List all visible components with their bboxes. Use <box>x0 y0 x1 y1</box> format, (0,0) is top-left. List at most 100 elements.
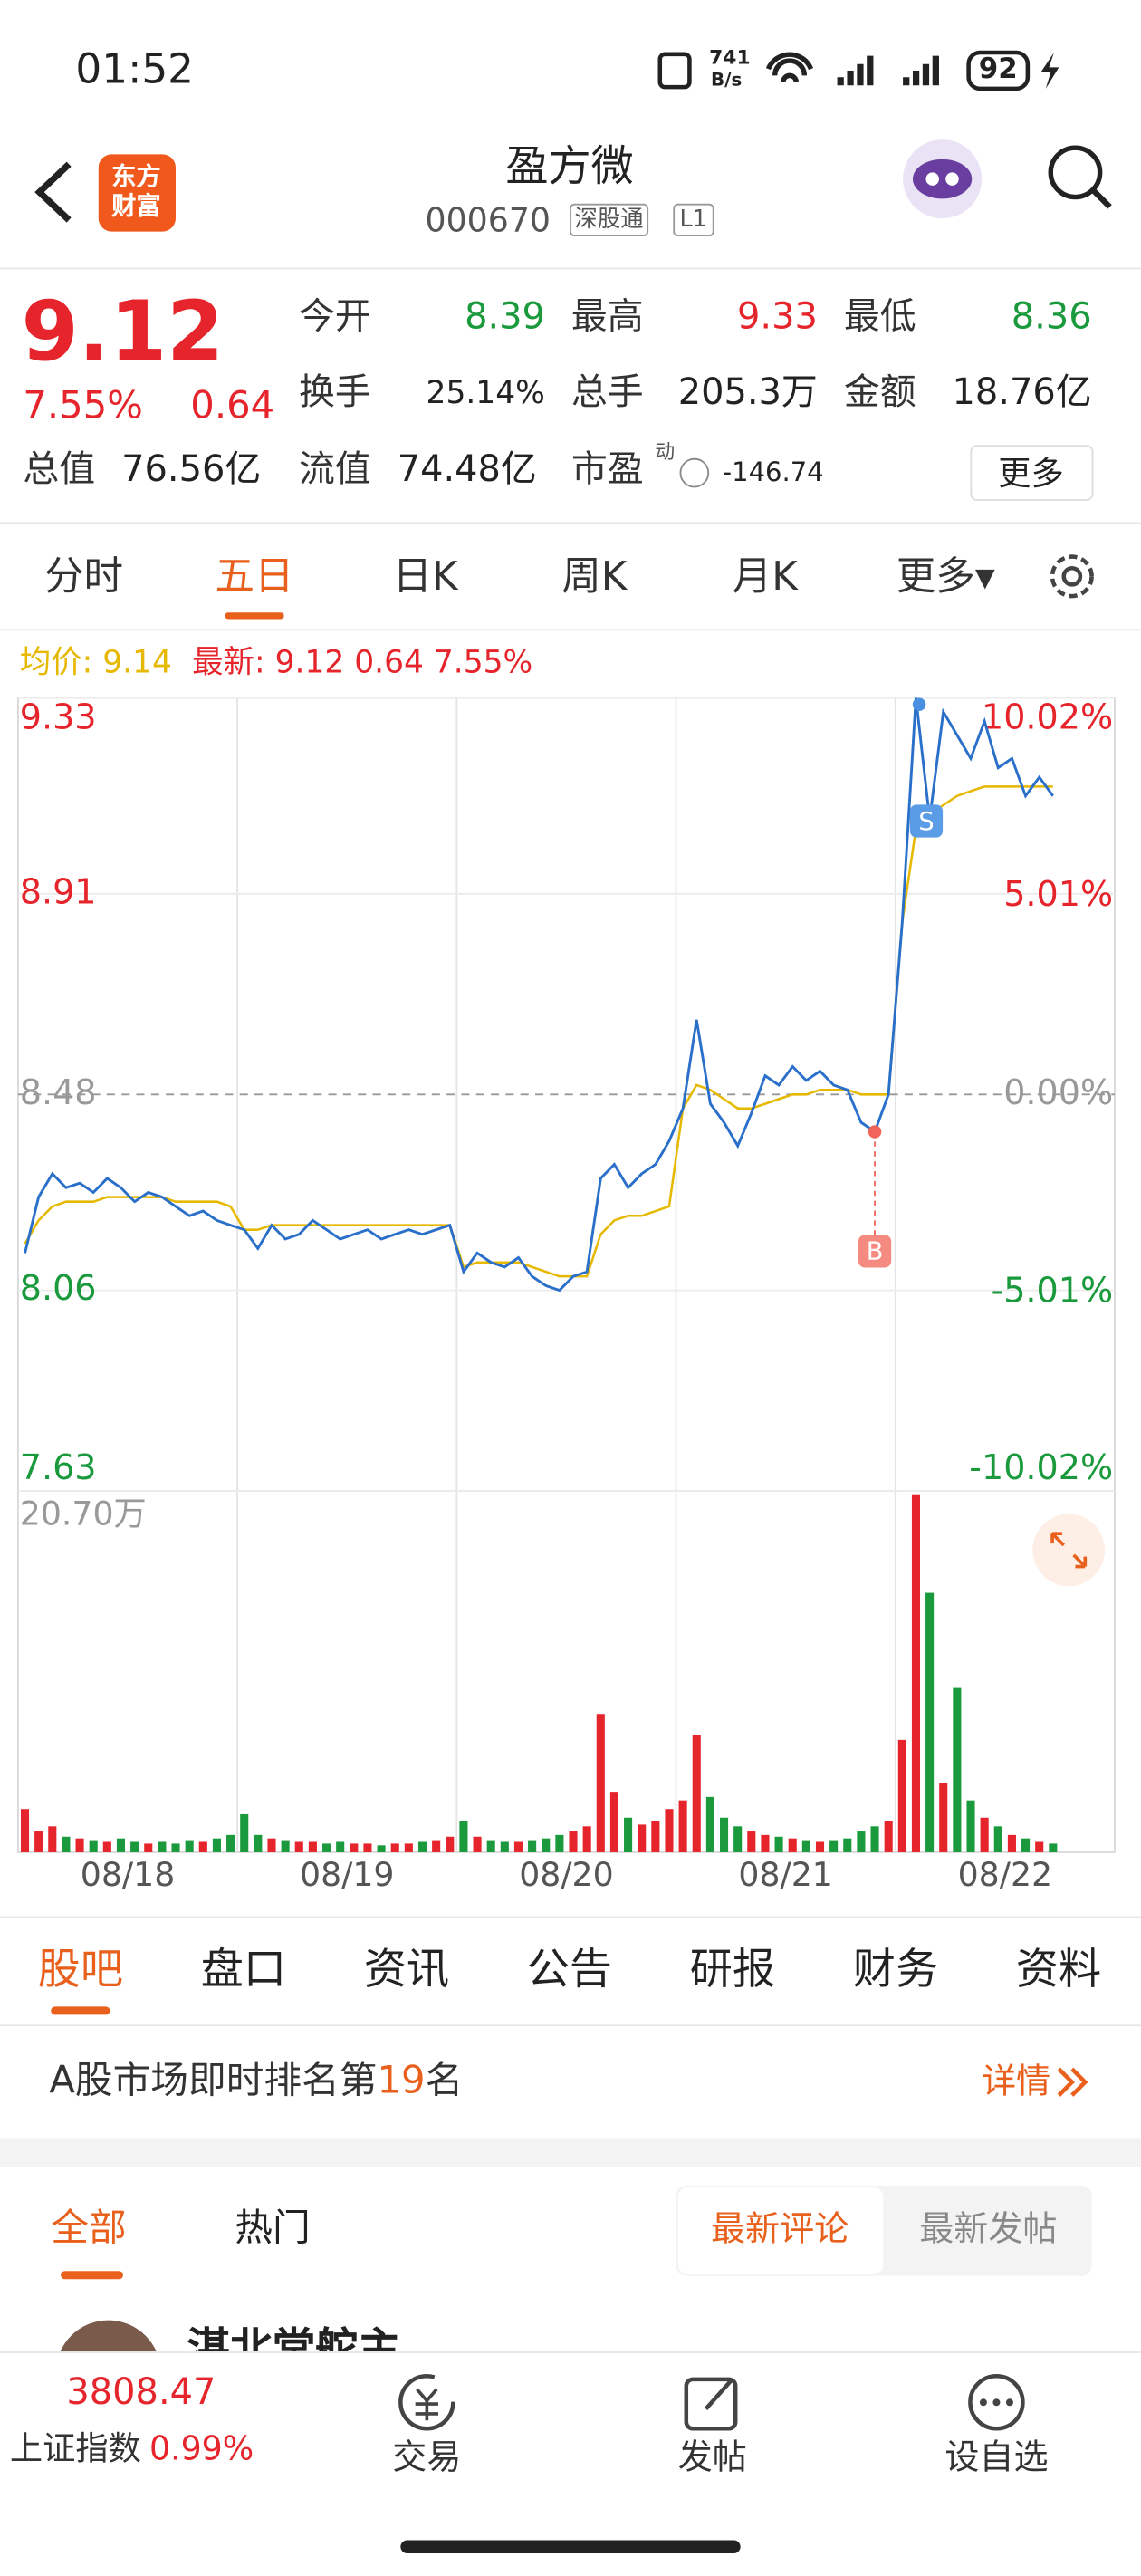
volume-bar <box>350 1843 359 1852</box>
volume-bar <box>377 1845 386 1852</box>
info-icon <box>679 457 710 488</box>
stock-tab[interactable]: 资料 <box>1015 1946 1102 1995</box>
index-value[interactable]: 3808.47 <box>66 2372 216 2414</box>
volume-bar <box>1035 1841 1044 1852</box>
stock-tab[interactable]: 公告 <box>526 1946 613 1995</box>
volume-bar <box>747 1831 756 1852</box>
field-label: 流值 <box>298 449 371 492</box>
search-button[interactable] <box>1044 141 1117 214</box>
volume-bar <box>102 1841 111 1852</box>
volume-bar <box>609 1792 618 1852</box>
period-tab[interactable]: 周K <box>561 553 628 600</box>
more-button[interactable]: 更多 <box>970 445 1094 501</box>
volume-bar <box>432 1840 441 1852</box>
field-value: 9.33 <box>737 297 818 339</box>
volume-bar <box>89 1840 98 1852</box>
field-value: 8.39 <box>465 297 545 339</box>
volume-bar <box>1021 1838 1031 1852</box>
x-tick-label: 08/19 <box>300 1855 394 1894</box>
settings-button[interactable] <box>1044 549 1100 605</box>
app-logo[interactable]: 东方 财富 <box>98 154 176 232</box>
volume-bar <box>116 1838 126 1852</box>
volume-bar <box>130 1841 139 1852</box>
field-label: 金额 <box>843 372 916 414</box>
avg-label: 均价: <box>19 644 93 681</box>
chevron-icon <box>1057 2067 1088 2097</box>
stock-tab[interactable]: 研报 <box>689 1946 776 1995</box>
period-tab[interactable]: 分时 <box>43 553 123 600</box>
stock-tab[interactable]: 财务 <box>852 1946 939 1995</box>
marker-box <box>858 1235 892 1268</box>
period-tab[interactable]: 更多▾ <box>896 553 995 600</box>
feed-tab[interactable]: 热门 <box>235 2207 311 2251</box>
volume-bar <box>624 1817 633 1852</box>
watch-icon <box>968 2374 1025 2431</box>
field-label: 最低 <box>843 297 916 339</box>
period-tab[interactable]: 日K <box>392 553 458 600</box>
back-button[interactable] <box>30 158 79 226</box>
price-line <box>24 697 1054 1293</box>
volume-bar <box>1007 1834 1016 1852</box>
stock-tab[interactable]: 盘口 <box>200 1946 286 1995</box>
y2-tick-label: 5.01% <box>1003 874 1113 914</box>
field-value: 76.56亿 <box>121 449 262 492</box>
latest-price: 最新: 9.12 0.64 7.55% <box>192 647 532 678</box>
field-value: -146.74 <box>722 456 824 488</box>
volume-bar <box>34 1831 43 1852</box>
status-icons <box>657 50 1060 91</box>
stock-tab[interactable]: 股吧 <box>37 1946 123 1995</box>
volume-bar <box>1049 1843 1058 1852</box>
volume-bar <box>829 1840 839 1852</box>
field-value: 74.48亿 <box>397 449 537 492</box>
volume-bar <box>363 1843 372 1852</box>
field-label: 市盈 <box>570 449 644 492</box>
x-tick-label: 08/18 <box>81 1855 175 1894</box>
y2-tick-label: -10.02% <box>969 1447 1113 1487</box>
action-label[interactable]: 设自选 <box>944 2437 1049 2477</box>
volume-bar <box>20 1809 30 1852</box>
volume-bar <box>678 1800 687 1852</box>
volume-bar <box>459 1821 468 1852</box>
volume-bar <box>321 1843 331 1852</box>
stock-tab[interactable]: 资讯 <box>363 1946 450 1995</box>
sort-option[interactable]: 最新发帖 <box>919 2209 1058 2249</box>
section-gap <box>0 2138 1141 2168</box>
tab-indicator <box>61 2271 123 2280</box>
y2-tick-label: 10.02% <box>982 697 1113 737</box>
x-tick-label: 08/21 <box>738 1855 832 1894</box>
index-change[interactable]: 0.99% <box>149 2428 254 2468</box>
volume-bar <box>417 1841 427 1852</box>
bottom-bar: 3808.47 上证指数 0.99% 交易 发帖 设自选 <box>0 2351 1141 2575</box>
volume-bar <box>582 1826 591 1852</box>
post-icon <box>684 2377 738 2431</box>
status-time: 01:52 <box>75 44 195 93</box>
volume-bar <box>473 1836 482 1852</box>
feed-tab[interactable]: 全部 <box>51 2207 127 2251</box>
net-speed: 741 <box>709 45 751 70</box>
period-tab[interactable]: 五日 <box>215 553 294 600</box>
volume-bar <box>62 1836 71 1852</box>
volume-tick-label: 20.70万 <box>20 1494 147 1533</box>
action-label[interactable]: 交易 <box>392 2437 462 2477</box>
sort-option[interactable]: 最新评论 <box>710 2209 849 2249</box>
volume-bar <box>185 1840 194 1852</box>
volume-bar <box>254 1834 263 1852</box>
volume-bar <box>815 1841 825 1852</box>
tab-indicator <box>51 2006 110 2015</box>
volume-bar <box>870 1826 879 1852</box>
volume-bar <box>569 1831 578 1852</box>
volume-bar <box>857 1831 866 1852</box>
assistant-avatar[interactable] <box>896 135 989 224</box>
volume-bar <box>226 1834 235 1852</box>
expand-button <box>1032 1514 1106 1587</box>
volume-bar <box>198 1841 207 1852</box>
rank-link[interactable]: 详情 <box>982 2062 1051 2101</box>
rank-text: A股市场即时排名第19名 <box>49 2060 463 2103</box>
marker-dot <box>912 697 926 711</box>
rank-number: 19 <box>377 2060 426 2103</box>
action-label[interactable]: 发帖 <box>677 2437 747 2477</box>
period-tab[interactable]: 月K <box>732 553 798 600</box>
y-tick-label: 8.48 <box>20 1072 97 1112</box>
volume-bar <box>596 1714 605 1852</box>
index-name[interactable]: 上证指数 <box>9 2428 141 2468</box>
